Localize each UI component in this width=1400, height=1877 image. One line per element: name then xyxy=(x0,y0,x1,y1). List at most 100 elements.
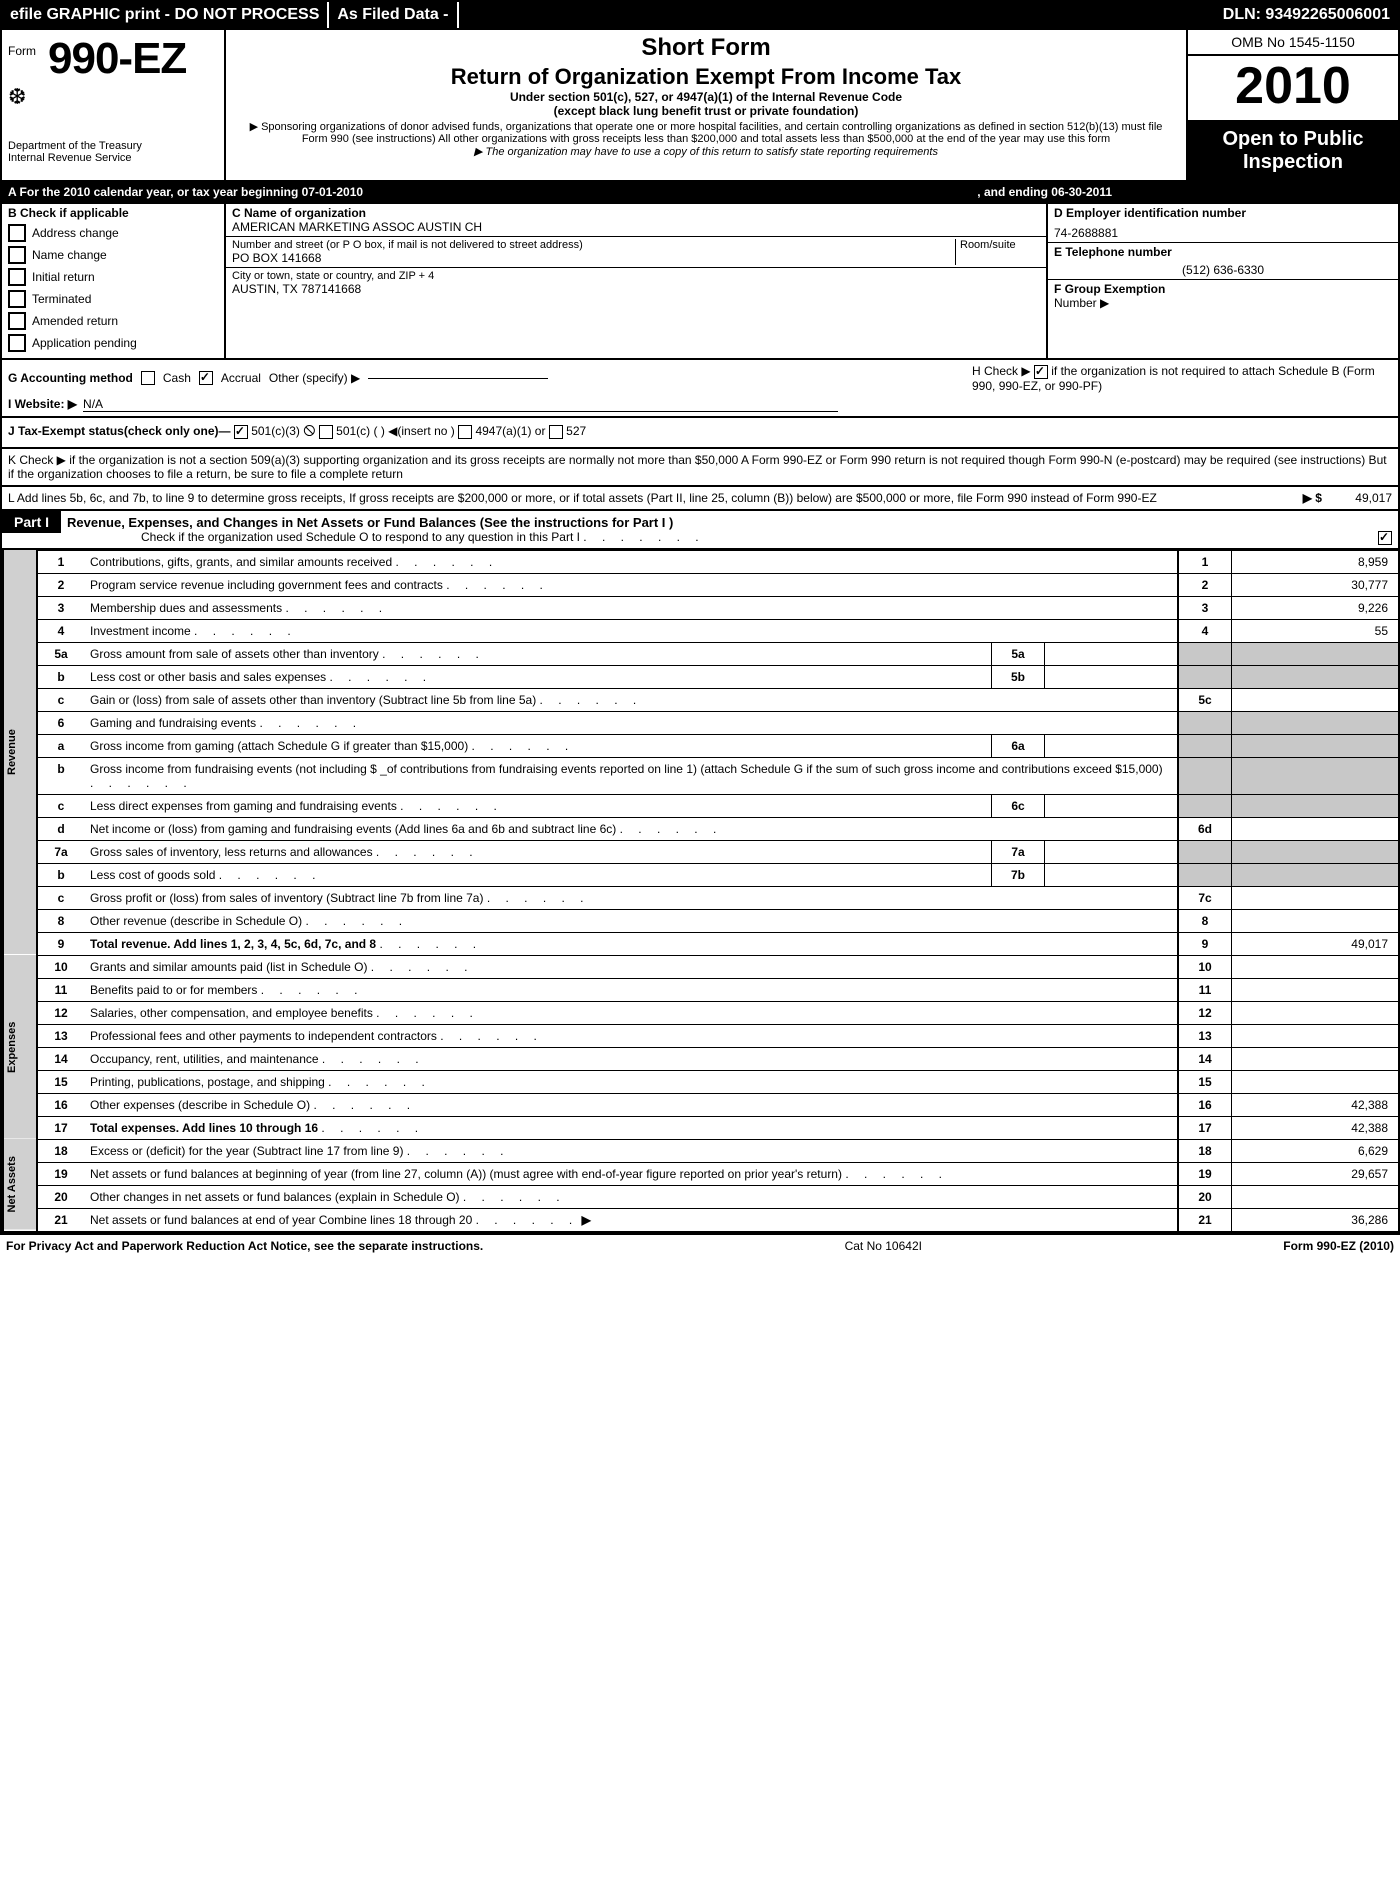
box-val-shade xyxy=(1232,840,1399,863)
line-desc: Net assets or fund balances at end of ye… xyxy=(84,1208,1178,1231)
line-desc: Gross income from gaming (attach Schedul… xyxy=(84,734,992,757)
accrual-checkbox[interactable] xyxy=(199,371,213,385)
527-checkbox[interactable] xyxy=(549,425,563,439)
line-row: 4Investment income . . . . . .455 xyxy=(3,619,1398,642)
line-desc: Total expenses. Add lines 10 through 16 … xyxy=(84,1116,1178,1139)
row-a-text: A For the 2010 calendar year, or tax yea… xyxy=(8,185,363,199)
box-num: 8 xyxy=(1178,909,1232,932)
check-label: Name change xyxy=(32,248,107,262)
line-desc: Less cost of goods sold . . . . . . xyxy=(84,863,992,886)
block-b: B Check if applicable Address changeName… xyxy=(0,204,1400,360)
527-label: 527 xyxy=(566,424,586,438)
line-num: 1 xyxy=(37,550,84,573)
box-val xyxy=(1232,688,1399,711)
4947-checkbox[interactable] xyxy=(458,425,472,439)
box-num: 11 xyxy=(1178,978,1232,1001)
line-num: 19 xyxy=(37,1162,84,1185)
city-value: AUSTIN, TX 787141668 xyxy=(232,282,1040,296)
line-desc: Gross profit or (loss) from sales of inv… xyxy=(84,886,1178,909)
check-label: Initial return xyxy=(32,270,95,284)
name-label: C Name of organization xyxy=(232,206,366,220)
line-desc: Grants and similar amounts paid (list in… xyxy=(84,955,1178,978)
line-row: 15Printing, publications, postage, and s… xyxy=(3,1070,1398,1093)
col-b: B Check if applicable Address changeName… xyxy=(2,204,226,358)
box-val xyxy=(1232,978,1399,1001)
box-num: 14 xyxy=(1178,1047,1232,1070)
501c-checkbox[interactable] xyxy=(319,425,333,439)
box-num-shade xyxy=(1178,734,1232,757)
inner-box-num: 7a xyxy=(992,840,1045,863)
f-label2: Number ▶ xyxy=(1054,296,1392,310)
schedule-o-checkbox[interactable] xyxy=(1378,531,1392,545)
checkbox[interactable] xyxy=(8,312,26,330)
box-num: 21 xyxy=(1178,1208,1232,1231)
line-row: 11Benefits paid to or for members . . . … xyxy=(3,978,1398,1001)
line-num: b xyxy=(37,665,84,688)
checkbox[interactable] xyxy=(8,246,26,264)
line-desc: Gain or (loss) from sale of assets other… xyxy=(84,688,1178,711)
check-item: Name change xyxy=(8,246,218,264)
box-val: 6,629 xyxy=(1232,1139,1399,1162)
header: Form 990-EZ ❆ Department of the Treasury… xyxy=(0,30,1400,182)
form-number: 990-EZ xyxy=(48,34,218,84)
box-num: 1 xyxy=(1178,550,1232,573)
line-num: 7a xyxy=(37,840,84,863)
inner-box-num: 7b xyxy=(992,863,1045,886)
tel-label: E Telephone number xyxy=(1054,245,1392,259)
box-num-shade xyxy=(1178,794,1232,817)
inner-box-val xyxy=(1045,863,1179,886)
line-row: bLess cost or other basis and sales expe… xyxy=(3,665,1398,688)
checkbox[interactable] xyxy=(8,334,26,352)
501c3-checkbox[interactable] xyxy=(234,425,248,439)
line-desc: Excess or (deficit) for the year (Subtra… xyxy=(84,1139,1178,1162)
header-mid: Short Form Return of Organization Exempt… xyxy=(226,30,1186,180)
line-row: dNet income or (loss) from gaming and fu… xyxy=(3,817,1398,840)
line-row: cLess direct expenses from gaming and fu… xyxy=(3,794,1398,817)
4947-label: 4947(a)(1) or xyxy=(475,424,545,438)
box-num: 12 xyxy=(1178,1001,1232,1024)
bolt-icon: ❆ xyxy=(8,84,218,110)
box-num: 4 xyxy=(1178,619,1232,642)
under-section: Under section 501(c), 527, or 4947(a)(1)… xyxy=(236,90,1176,104)
row-a: A For the 2010 calendar year, or tax yea… xyxy=(0,182,1400,204)
line-desc: Membership dues and assessments . . . . … xyxy=(84,596,1178,619)
line-row: bGross income from fundraising events (n… xyxy=(3,757,1398,794)
box-val xyxy=(1232,1185,1399,1208)
line-num: 14 xyxy=(37,1047,84,1070)
line-row: 12Salaries, other compensation, and empl… xyxy=(3,1001,1398,1024)
line-row: 16Other expenses (describe in Schedule O… xyxy=(3,1093,1398,1116)
part-i-title: Revenue, Expenses, and Changes in Net As… xyxy=(61,511,1398,530)
checkbox[interactable] xyxy=(8,268,26,286)
box-val: 29,657 xyxy=(1232,1162,1399,1185)
501c3-label: 501(c)(3) xyxy=(251,424,300,438)
box-num: 17 xyxy=(1178,1116,1232,1139)
except-text: (except black lung benefit trust or priv… xyxy=(236,104,1176,118)
open-public: Open to Public Inspection xyxy=(1188,122,1398,180)
inner-box-num: 5a xyxy=(992,642,1045,665)
box-val: 30,777 xyxy=(1232,573,1399,596)
line-num: c xyxy=(37,886,84,909)
cash-checkbox[interactable] xyxy=(141,371,155,385)
box-val: 42,388 xyxy=(1232,1093,1399,1116)
checkbox[interactable] xyxy=(8,290,26,308)
open-line2: Inspection xyxy=(1192,151,1394,174)
line-row: Expenses10Grants and similar amounts pai… xyxy=(3,955,1398,978)
irs-label: Internal Revenue Service xyxy=(8,152,218,164)
col-d: D Employer identification number 74-2688… xyxy=(1046,204,1398,358)
line-num: 11 xyxy=(37,978,84,1001)
f-label: F Group Exemption xyxy=(1054,282,1392,296)
efile-label: efile GRAPHIC print - DO NOT PROCESS xyxy=(2,2,327,28)
form-prefix: Form xyxy=(8,44,36,58)
checkbox[interactable] xyxy=(8,224,26,242)
box-val-shade xyxy=(1232,794,1399,817)
line-desc: Gross amount from sale of assets other t… xyxy=(84,642,992,665)
col-b-title: B Check if applicable xyxy=(8,206,218,220)
part-i-label: Part I xyxy=(2,511,61,533)
maysat-text: ▶ The organization may have to use a cop… xyxy=(236,145,1176,158)
inner-box-num: 6c xyxy=(992,794,1045,817)
tax-year: 2010 xyxy=(1188,56,1398,122)
street-value: PO BOX 141668 xyxy=(232,251,955,265)
h-checkbox[interactable] xyxy=(1034,365,1048,379)
inner-box-num: 6a xyxy=(992,734,1045,757)
box-num: 9 xyxy=(1178,932,1232,955)
